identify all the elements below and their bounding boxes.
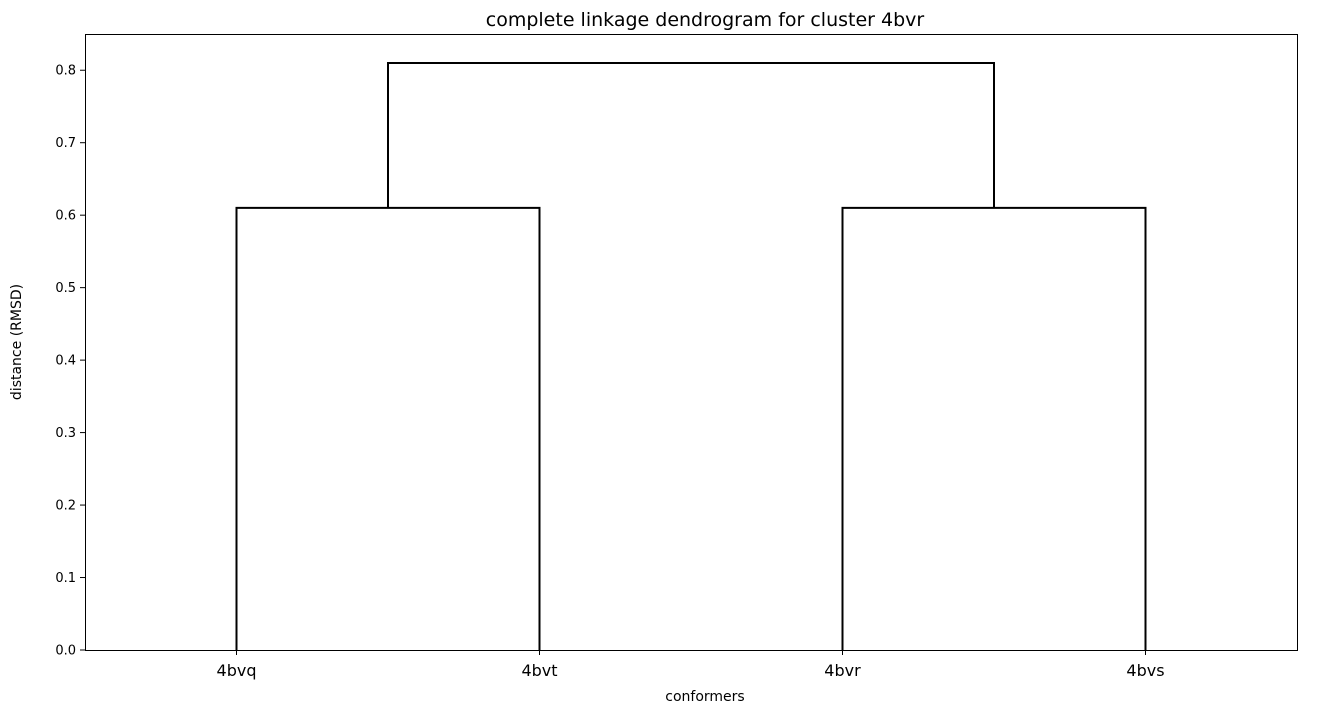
dendrogram-link xyxy=(841,206,1147,650)
y-tick-label: 0.6 xyxy=(55,209,76,224)
y-axis-label: distance (RMSD) xyxy=(9,284,25,400)
dendrogram-link xyxy=(235,206,541,650)
leaf-label: 4bvt xyxy=(521,661,557,680)
y-tick-label: 0.2 xyxy=(55,499,76,514)
y-tick-label: 0.3 xyxy=(55,426,76,441)
dendrogram-links xyxy=(235,61,1147,650)
dendrogram-link xyxy=(387,61,995,208)
y-tick-label: 0.0 xyxy=(55,644,76,659)
x-axis-label: conformers xyxy=(665,689,744,705)
y-axis: 0.0 0.1 0.2 0.3 0.4 0.5 0.6 0.7 0.8 xyxy=(55,64,85,659)
leaf-label: 4bvs xyxy=(1126,661,1164,680)
chart-title: complete linkage dendrogram for cluster … xyxy=(486,9,925,31)
leaf-label: 4bvr xyxy=(824,661,861,680)
plot-frame xyxy=(85,34,1298,651)
y-tick-label: 0.8 xyxy=(55,64,76,79)
leaf-label: 4bvq xyxy=(217,661,257,680)
y-tick-label: 0.5 xyxy=(55,281,76,296)
x-axis: 4bvq 4bvt 4bvr 4bvs xyxy=(217,650,1165,680)
y-tick-label: 0.7 xyxy=(55,136,76,151)
y-tick-label: 0.1 xyxy=(55,571,76,586)
y-tick-label: 0.4 xyxy=(55,354,76,369)
